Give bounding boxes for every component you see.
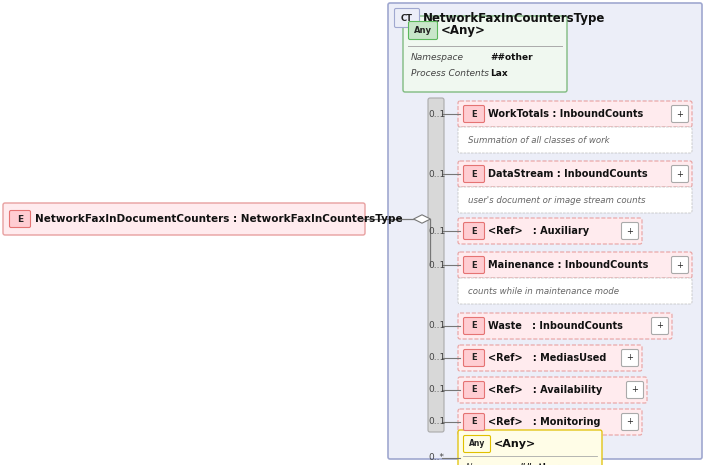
Text: E: E <box>471 321 477 331</box>
Text: Process Contents: Process Contents <box>411 68 489 78</box>
Text: 0..1: 0..1 <box>428 170 446 179</box>
Text: 0..1: 0..1 <box>428 260 446 270</box>
FancyBboxPatch shape <box>458 218 642 244</box>
Text: <Any>: <Any> <box>494 439 537 449</box>
FancyBboxPatch shape <box>458 377 647 403</box>
FancyBboxPatch shape <box>458 345 642 371</box>
Text: Namespace: Namespace <box>466 463 517 465</box>
Text: E: E <box>471 170 477 179</box>
Text: +: + <box>627 418 633 426</box>
FancyBboxPatch shape <box>458 101 692 127</box>
FancyBboxPatch shape <box>463 257 484 273</box>
Text: <Ref>   : Auxiliary: <Ref> : Auxiliary <box>488 226 589 236</box>
FancyBboxPatch shape <box>463 381 484 399</box>
Text: +: + <box>677 170 683 179</box>
Text: NetworkFaxInDocumentCounters : NetworkFaxInCountersType: NetworkFaxInDocumentCounters : NetworkFa… <box>35 214 403 224</box>
FancyBboxPatch shape <box>463 318 484 334</box>
Polygon shape <box>414 215 430 223</box>
Text: <Ref>   : Availability: <Ref> : Availability <box>488 385 602 395</box>
FancyBboxPatch shape <box>463 413 484 431</box>
FancyBboxPatch shape <box>458 430 602 465</box>
FancyBboxPatch shape <box>3 203 365 235</box>
Text: E: E <box>17 214 23 224</box>
Text: E: E <box>471 418 477 426</box>
FancyBboxPatch shape <box>458 252 692 278</box>
FancyBboxPatch shape <box>463 166 484 182</box>
Text: Waste   : InboundCounts: Waste : InboundCounts <box>488 321 623 331</box>
FancyBboxPatch shape <box>9 211 30 227</box>
FancyBboxPatch shape <box>671 257 689 273</box>
Text: ##other: ##other <box>518 463 559 465</box>
Text: E: E <box>471 109 477 119</box>
Text: Any: Any <box>469 439 485 449</box>
FancyBboxPatch shape <box>463 436 491 452</box>
Text: +: + <box>677 109 683 119</box>
Text: counts while in maintenance mode: counts while in maintenance mode <box>468 286 619 295</box>
FancyBboxPatch shape <box>458 313 672 339</box>
FancyBboxPatch shape <box>622 413 639 431</box>
FancyBboxPatch shape <box>458 187 692 213</box>
Text: <Any>: <Any> <box>441 24 486 37</box>
FancyBboxPatch shape <box>458 278 692 304</box>
Text: Lax: Lax <box>490 68 508 78</box>
Text: ##other: ##other <box>490 53 532 61</box>
Text: +: + <box>627 353 633 363</box>
FancyBboxPatch shape <box>395 8 419 27</box>
FancyBboxPatch shape <box>428 98 444 432</box>
FancyBboxPatch shape <box>627 381 644 399</box>
FancyBboxPatch shape <box>651 318 668 334</box>
Text: +: + <box>677 260 683 270</box>
Text: <Ref>   : MediasUsed: <Ref> : MediasUsed <box>488 353 606 363</box>
FancyBboxPatch shape <box>671 106 689 122</box>
Text: Summation of all classes of work: Summation of all classes of work <box>468 135 610 145</box>
Text: E: E <box>471 260 477 270</box>
FancyBboxPatch shape <box>458 161 692 187</box>
Text: Any: Any <box>414 26 432 35</box>
FancyBboxPatch shape <box>671 166 689 182</box>
Text: 0..*: 0..* <box>428 453 444 463</box>
Text: E: E <box>471 226 477 235</box>
Text: 0..1: 0..1 <box>428 385 446 394</box>
FancyBboxPatch shape <box>463 106 484 122</box>
FancyBboxPatch shape <box>458 409 642 435</box>
Text: +: + <box>656 321 663 331</box>
Text: CT: CT <box>401 13 413 22</box>
Text: 0..1: 0..1 <box>428 321 446 331</box>
FancyBboxPatch shape <box>458 127 692 153</box>
Text: 0..1: 0..1 <box>428 109 446 119</box>
FancyBboxPatch shape <box>463 350 484 366</box>
Text: DataStream : InboundCounts: DataStream : InboundCounts <box>488 169 648 179</box>
Text: 0..1: 0..1 <box>428 353 446 363</box>
Text: E: E <box>471 353 477 363</box>
FancyBboxPatch shape <box>622 222 639 239</box>
Text: E: E <box>471 385 477 394</box>
FancyBboxPatch shape <box>463 222 484 239</box>
Text: 0..1: 0..1 <box>428 418 446 426</box>
Text: +: + <box>632 385 639 394</box>
Text: NetworkFaxInCountersType: NetworkFaxInCountersType <box>423 12 606 25</box>
Text: user's document or image stream counts: user's document or image stream counts <box>468 195 646 205</box>
Text: +: + <box>627 226 633 235</box>
FancyBboxPatch shape <box>388 3 702 459</box>
FancyBboxPatch shape <box>408 21 438 40</box>
FancyBboxPatch shape <box>622 350 639 366</box>
Text: WorkTotals : InboundCounts: WorkTotals : InboundCounts <box>488 109 643 119</box>
FancyBboxPatch shape <box>403 16 567 92</box>
Text: 0..1: 0..1 <box>428 226 446 235</box>
Text: Namespace: Namespace <box>411 53 464 61</box>
Text: <Ref>   : Monitoring: <Ref> : Monitoring <box>488 417 601 427</box>
Text: Mainenance : InboundCounts: Mainenance : InboundCounts <box>488 260 649 270</box>
